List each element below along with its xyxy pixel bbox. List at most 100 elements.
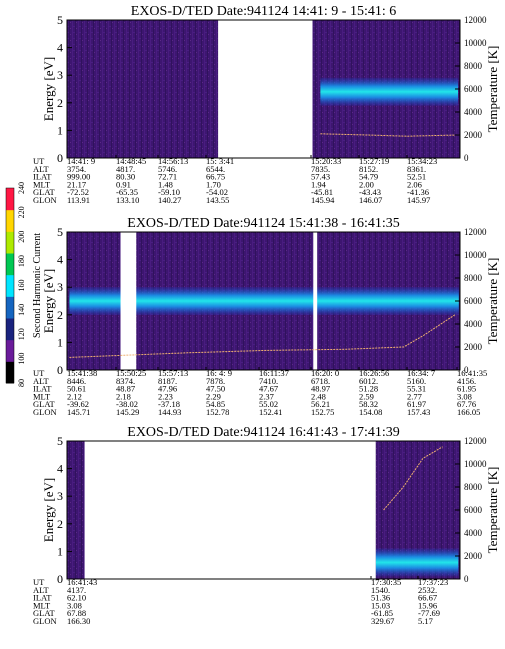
table-cell: 15:34:23 — [407, 156, 437, 166]
table-cell: 145.29 — [116, 407, 139, 417]
y-right-tick-label: 6000 — [464, 84, 483, 94]
y-tick-label: 1 — [57, 123, 63, 137]
table-cell: 67.76 — [457, 399, 476, 409]
table-cell: 2.29 — [206, 391, 221, 401]
colorbar-tick-label: 160 — [17, 280, 26, 292]
table-cell: 51.36 — [371, 593, 390, 603]
table-cell: 145.97 — [407, 195, 430, 205]
colorbar-frame — [5, 187, 15, 384]
y-tick-label: 2 — [57, 308, 63, 322]
table-cell: 2532. — [418, 585, 437, 595]
table-cell: 152.41 — [259, 407, 282, 417]
table-cell: 7410. — [259, 376, 278, 386]
y-axis-label: Energy [eV] — [41, 57, 56, 121]
table-cell: 140.27 — [158, 195, 181, 205]
table-row-label: MLT — [33, 391, 51, 401]
table-cell: 6012. — [359, 376, 378, 386]
colorbar-swatch — [6, 274, 14, 297]
y-tick-label: 3 — [57, 280, 63, 294]
panels: EXOS-D/TED Date:941124 14:41: 9 - 15:41:… — [33, 4, 500, 626]
y-right-tick-label: 10000 — [464, 38, 487, 48]
table-cell: 48.97 — [311, 384, 330, 394]
y-right-tick-label: 0 — [464, 153, 469, 163]
table-cell: 57.43 — [311, 172, 330, 182]
table-row-label: GLON — [33, 195, 57, 205]
y-right-tick-label: 2000 — [464, 551, 483, 561]
table-cell: 152.75 — [311, 407, 334, 417]
table-cell: 67.88 — [67, 608, 86, 618]
table-cell: 154.08 — [359, 407, 382, 417]
table-row-label: MLT — [33, 600, 51, 610]
table-cell: 1540. — [371, 585, 390, 595]
data-gap — [218, 20, 313, 158]
table-cell: 7835. — [311, 164, 330, 174]
table-cell: 145.71 — [67, 407, 90, 417]
table-row-label: GLAT — [33, 399, 56, 409]
table-cell: 2.00 — [359, 179, 374, 189]
table-row-label: UT — [33, 577, 45, 587]
table-cell: 47.67 — [259, 384, 278, 394]
table-row-label: ALT — [33, 585, 50, 595]
y-tick-label: 0 — [57, 572, 63, 586]
table-row-label: GLON — [33, 407, 57, 417]
y-right-tick-label: 12000 — [464, 436, 487, 446]
table-cell: 15:50:25 — [116, 368, 146, 378]
table-cell: 8374. — [116, 376, 135, 386]
data-gap — [84, 441, 376, 579]
table-cell: 3.08 — [457, 391, 472, 401]
y-tick-label: 0 — [57, 363, 63, 377]
table-cell: 146.07 — [359, 195, 382, 205]
table-cell: -77.69 — [418, 608, 440, 618]
y-right-tick-label: 0 — [464, 574, 469, 584]
table-cell: 15:41:38 — [67, 368, 97, 378]
y-tick-label: 5 — [57, 225, 63, 239]
y-right-tick-label: 4000 — [464, 107, 483, 117]
table-cell: 4137. — [67, 585, 86, 595]
table-cell: 0.91 — [116, 179, 131, 189]
data-gap — [313, 232, 318, 370]
energy-band — [320, 77, 459, 106]
table-cell: 2.48 — [311, 391, 326, 401]
table-cell: -41.36 — [407, 187, 429, 197]
colorbar-swatch — [6, 296, 14, 319]
table-cell: -61.85 — [371, 608, 393, 618]
table-row-label: ILAT — [33, 593, 52, 603]
y-axis-label: Energy [eV] — [41, 269, 56, 333]
table-cell: 6544. — [206, 164, 225, 174]
table-cell: 145.94 — [311, 195, 335, 205]
table-cell: 329.67 — [371, 616, 394, 626]
table-cell: -37.18 — [158, 399, 180, 409]
colorbar-swatch — [6, 253, 14, 276]
table-cell: 16:34: 7 — [407, 368, 435, 378]
y-right-tick-label: 12000 — [464, 227, 487, 237]
y-right-tick-label: 6000 — [464, 505, 483, 515]
table-cell: 72.71 — [158, 172, 177, 182]
temperature-trace — [320, 133, 459, 137]
y-right-axis-label: Temperature [K] — [485, 46, 500, 133]
colorbar-tick-label: 180 — [17, 255, 26, 267]
table-cell: 2.06 — [407, 179, 422, 189]
table-row-label: GLON — [33, 616, 57, 626]
table-cell: 80.30 — [116, 172, 135, 182]
table-cell: 15.03 — [371, 600, 390, 610]
y-tick-label: 0 — [57, 151, 63, 165]
table-cell: 144.93 — [158, 407, 181, 417]
table-cell: 2.23 — [158, 391, 173, 401]
colorbar-swatch — [6, 209, 14, 232]
table-cell: 2.77 — [407, 391, 422, 401]
table-row-label: GLAT — [33, 187, 56, 197]
colorbar-swatch — [6, 231, 14, 254]
table-cell: 113.91 — [67, 195, 90, 205]
table-cell: 48.87 — [116, 384, 135, 394]
table-cell: 1.70 — [206, 179, 221, 189]
y-tick-label: 5 — [57, 13, 63, 27]
table-cell: 5746. — [158, 164, 177, 174]
y-right-tick-label: 0 — [464, 365, 469, 375]
table-cell: 14:41: 9 — [67, 156, 95, 166]
panel-3: EXOS-D/TED Date:941124 16:41:43 - 17:41:… — [33, 425, 500, 626]
table-cell: 4156. — [457, 376, 476, 386]
y-right-tick-label: 10000 — [464, 250, 487, 260]
y-axis-label: Energy [eV] — [41, 478, 56, 542]
table-cell: 16:26:56 — [359, 368, 389, 378]
table-cell: 3.08 — [67, 600, 82, 610]
